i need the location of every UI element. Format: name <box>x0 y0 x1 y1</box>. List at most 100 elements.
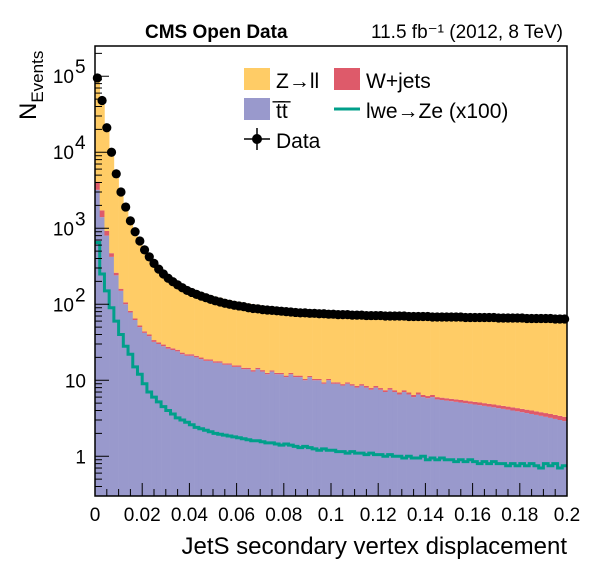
bar <box>500 317 506 406</box>
bar <box>118 288 124 291</box>
legend: Z→ll W+jets t̅t̅ lwe→Ze (x100) Data <box>244 68 508 153</box>
bar <box>548 318 554 414</box>
bar <box>354 387 360 496</box>
bar <box>562 318 568 417</box>
bar <box>293 309 299 376</box>
signal-line <box>95 240 567 470</box>
bar <box>496 408 502 496</box>
bar <box>449 315 455 399</box>
bar <box>557 415 563 420</box>
bar <box>515 411 521 496</box>
bar <box>283 375 289 378</box>
bar <box>411 397 417 496</box>
plot-area <box>92 73 570 497</box>
bar <box>458 399 464 403</box>
bar <box>364 386 370 388</box>
bar <box>297 377 303 496</box>
bar <box>297 375 303 378</box>
bar <box>354 312 360 387</box>
x-tick-label: 0 <box>90 505 101 526</box>
bar <box>312 378 318 381</box>
bar <box>382 392 388 496</box>
bar <box>397 392 403 395</box>
bar <box>439 397 445 400</box>
bar <box>458 402 464 496</box>
bar <box>401 314 407 391</box>
bar <box>349 384 355 386</box>
bar <box>533 414 539 496</box>
bar <box>217 297 223 362</box>
bar <box>557 420 563 496</box>
x-axis-title: JetS secondary vertex displacement <box>181 533 567 560</box>
bar <box>345 382 351 384</box>
bar <box>349 385 355 496</box>
bar <box>326 378 332 381</box>
bar <box>397 314 403 393</box>
bar <box>543 318 549 414</box>
bar <box>231 365 237 367</box>
bar <box>274 307 280 373</box>
bar <box>562 416 568 422</box>
bar <box>472 404 478 496</box>
bar <box>496 405 502 409</box>
bar <box>345 311 351 383</box>
y-tick-label: 10 <box>53 67 74 88</box>
bar <box>241 302 247 368</box>
bar <box>128 310 134 313</box>
bar <box>123 302 129 305</box>
bar <box>170 348 176 351</box>
bar <box>439 315 445 398</box>
bar <box>128 220 134 311</box>
bar <box>146 255 152 335</box>
bar <box>548 413 554 418</box>
bar <box>491 407 497 496</box>
bar <box>99 217 105 496</box>
bar <box>123 304 129 496</box>
bar <box>359 385 365 496</box>
bar <box>222 299 228 364</box>
bar <box>208 360 214 496</box>
bar <box>496 317 502 406</box>
bar <box>463 403 469 496</box>
legend-swatch-ttbar <box>244 98 270 120</box>
bar <box>449 401 455 496</box>
bar <box>543 413 549 417</box>
bar <box>420 314 426 395</box>
bar <box>321 383 327 496</box>
bar <box>368 313 374 389</box>
bar <box>387 388 393 390</box>
bar <box>467 401 473 404</box>
bar <box>378 313 384 389</box>
bar <box>279 372 285 375</box>
bar <box>170 278 176 349</box>
bar <box>543 416 549 496</box>
bar <box>123 206 129 303</box>
bar <box>524 413 530 496</box>
bar <box>175 281 181 350</box>
bar <box>425 315 431 397</box>
title-left: CMS Open Data <box>145 22 288 43</box>
bar <box>557 318 563 416</box>
bar <box>519 412 525 496</box>
bar <box>184 355 190 496</box>
bar <box>99 210 105 218</box>
bar <box>250 304 256 371</box>
bar <box>472 316 478 402</box>
bar <box>515 408 521 412</box>
bar <box>161 344 167 347</box>
bar <box>137 325 143 328</box>
bar <box>467 403 473 496</box>
data-point <box>144 252 154 262</box>
bar <box>472 401 478 405</box>
svg-text:NEvents: NEvents <box>15 51 47 120</box>
bar <box>326 311 332 379</box>
bar <box>255 304 261 368</box>
bar <box>331 382 337 384</box>
bar <box>279 374 285 496</box>
bar <box>203 359 209 361</box>
bar <box>425 398 431 496</box>
bar <box>491 316 497 405</box>
y-tick-exponent: 5 <box>75 57 86 78</box>
legend-swatch-data <box>252 134 262 144</box>
